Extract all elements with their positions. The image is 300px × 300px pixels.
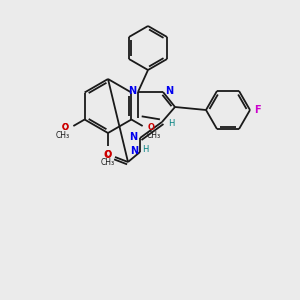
Text: CH₃: CH₃: [56, 130, 70, 140]
Text: CH₃: CH₃: [146, 130, 161, 140]
Text: N: N: [130, 146, 138, 156]
Text: N: N: [129, 132, 137, 142]
Text: O: O: [147, 122, 155, 131]
Text: O: O: [104, 150, 112, 159]
Text: H: H: [168, 118, 174, 127]
Text: N: N: [165, 86, 173, 96]
Text: N: N: [128, 86, 136, 96]
Text: F: F: [254, 105, 260, 115]
Text: O: O: [61, 122, 69, 131]
Text: H: H: [142, 146, 148, 154]
Text: O: O: [61, 122, 69, 131]
Text: O: O: [104, 150, 112, 160]
Text: CH₃: CH₃: [101, 158, 115, 167]
